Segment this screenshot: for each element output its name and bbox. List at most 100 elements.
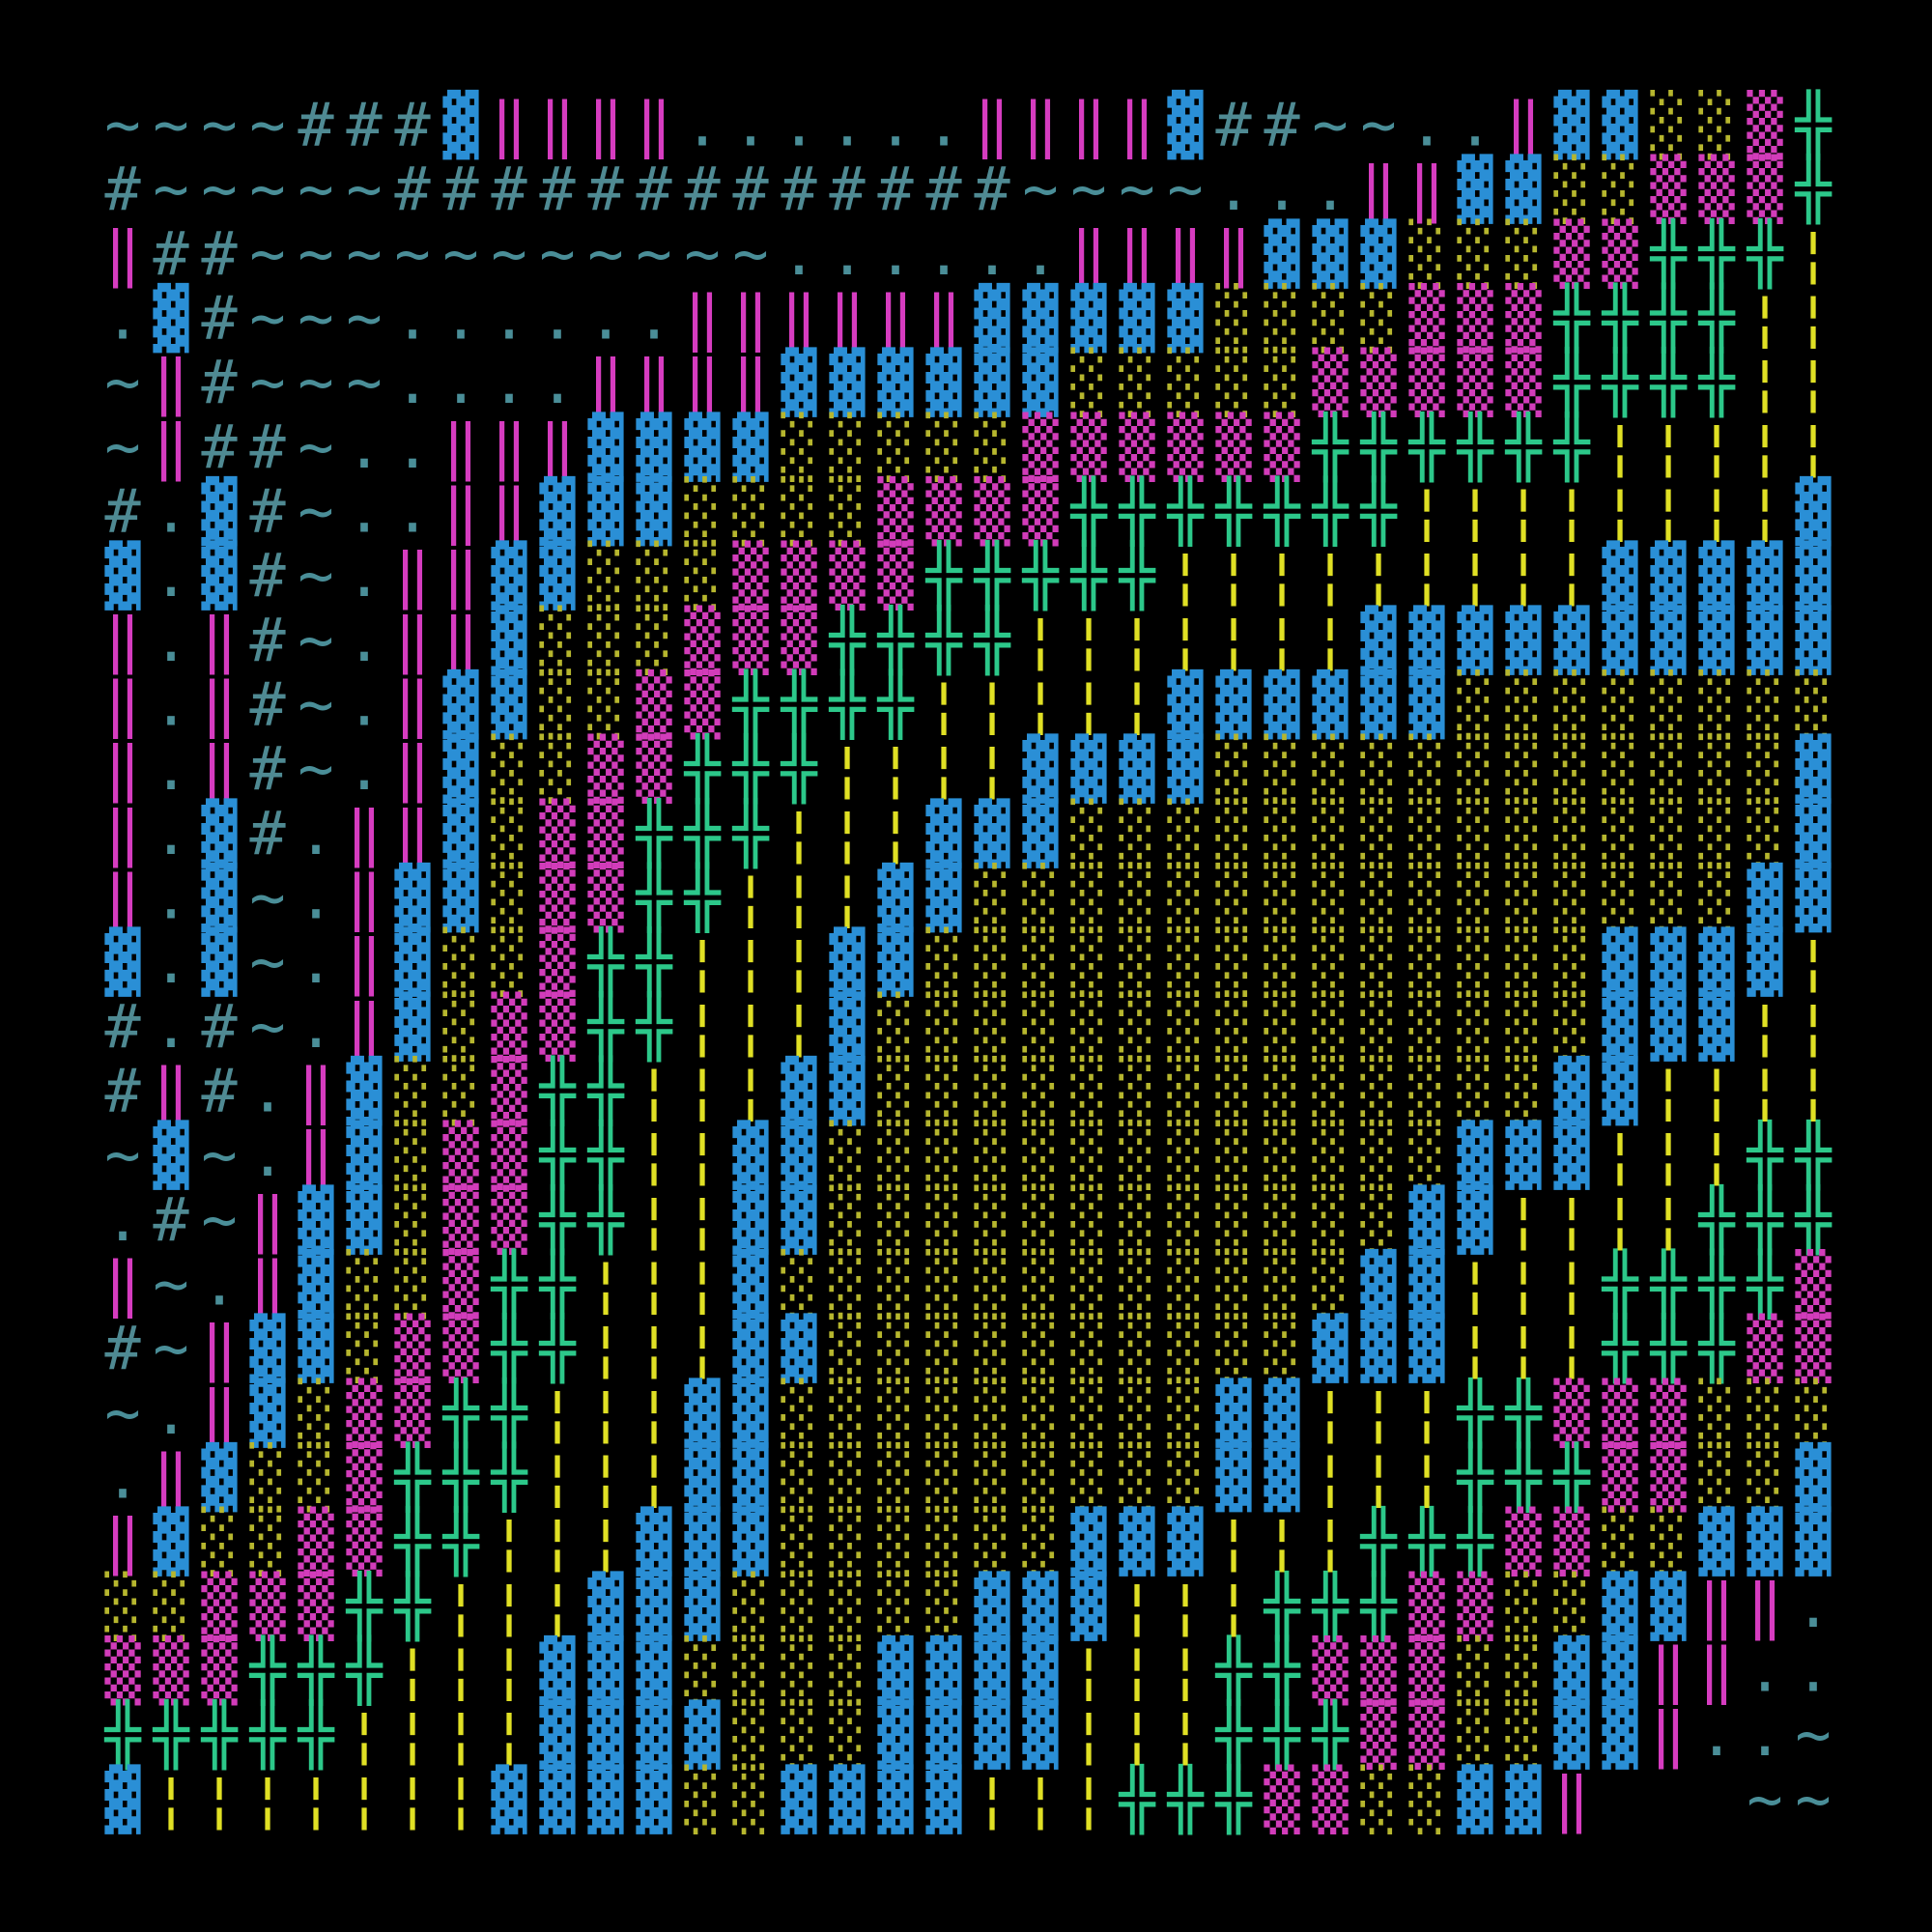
glyph-cell: ░ <box>1408 991 1444 1062</box>
glyph-cell: ░ <box>829 412 865 482</box>
glyph-cell: ¦ <box>1167 605 1203 675</box>
glyph-cell: ░ <box>1457 733 1492 804</box>
glyph-cell: ╬ <box>441 1440 479 1513</box>
glyph-cell: ░ <box>1264 1120 1299 1190</box>
glyph-cell: . <box>684 89 720 159</box>
glyph-cell: ‖ <box>829 282 865 354</box>
glyph-cell: . <box>346 668 382 739</box>
glyph-cell: ¦ <box>587 1506 623 1577</box>
glyph-cell: ░ <box>1457 798 1492 868</box>
glyph-cell: ¦ <box>732 1055 768 1125</box>
glyph-cell: ▓ <box>1022 1699 1059 1770</box>
glyph-cell: ▓ <box>925 1699 962 1770</box>
glyph-cell: ~ <box>104 412 140 482</box>
glyph-cell: ╬ <box>1263 1634 1300 1706</box>
glyph-cell: ╬ <box>538 1247 576 1320</box>
glyph-cell: ░ <box>781 412 816 482</box>
glyph-cell: ░ <box>1022 1184 1058 1255</box>
glyph-cell: . <box>153 1378 188 1448</box>
glyph-cell: ▓ <box>1215 668 1252 739</box>
glyph-cell: ▓ <box>1457 1764 1493 1834</box>
glyph-cell: ╬ <box>1166 474 1204 547</box>
glyph-cell: ¦ <box>1795 991 1831 1062</box>
glyph-cell: ░ <box>1360 1184 1396 1255</box>
glyph-cell: ¦ <box>636 1055 671 1125</box>
glyph-cell: ░ <box>1312 991 1348 1062</box>
glyph-cell: ╬ <box>924 604 962 676</box>
glyph-cell: ╬ <box>1649 217 1687 290</box>
glyph-cell: ░ <box>1457 862 1492 932</box>
glyph-cell: ░ <box>925 1055 961 1125</box>
glyph-cell: ▓ <box>732 1441 769 1512</box>
glyph-cell: . <box>104 1441 140 1512</box>
glyph-cell: ╬ <box>780 668 817 740</box>
glyph-cell: ‖ <box>1022 89 1058 160</box>
glyph-cell: ▓ <box>394 862 431 932</box>
glyph-cell: ▓ <box>636 475 672 546</box>
glyph-cell: ▓ <box>1795 1441 1832 1512</box>
glyph-cell: ▒ <box>974 475 1010 546</box>
glyph-cell: ▓ <box>877 1634 914 1705</box>
glyph-cell: . <box>1215 154 1251 224</box>
glyph-cell: ╬ <box>780 732 817 805</box>
glyph-cell: ¦ <box>1747 475 1782 546</box>
glyph-cell: ╬ <box>538 1183 576 1256</box>
glyph-cell: ░ <box>1698 1441 1734 1512</box>
glyph-cell: ¦ <box>1698 1055 1734 1125</box>
glyph-cell: ▓ <box>636 1506 672 1577</box>
glyph-cell: ░ <box>1167 1055 1203 1125</box>
glyph-cell: . <box>298 798 333 868</box>
glyph-cell: ░ <box>1553 1571 1589 1641</box>
glyph-cell: ‖ <box>1070 218 1106 290</box>
glyph-cell: ~ <box>249 926 285 997</box>
glyph-cell: ▓ <box>1698 1506 1735 1577</box>
glyph-cell: ¦ <box>1119 1634 1154 1705</box>
glyph-cell: ▓ <box>974 1634 1010 1705</box>
glyph-cell: ¦ <box>442 1699 478 1770</box>
glyph-cell: ~ <box>1795 1764 1831 1834</box>
glyph-cell: ¦ <box>1167 540 1203 611</box>
glyph-cell: ▒ <box>1795 1313 1832 1383</box>
glyph-cell: # <box>201 347 238 417</box>
glyph-cell: ░ <box>1408 218 1444 289</box>
glyph-cell: ░ <box>877 1506 913 1577</box>
glyph-cell: ░ <box>1312 862 1348 932</box>
glyph-cell: ░ <box>1698 733 1734 804</box>
glyph-cell: ‖ <box>298 1055 333 1126</box>
glyph-cell: . <box>298 991 333 1062</box>
glyph-cell: ░ <box>925 1441 961 1512</box>
glyph-cell: ░ <box>781 1441 816 1512</box>
glyph-cell: ░ <box>1553 991 1589 1062</box>
glyph-cell: ░ <box>829 1506 865 1577</box>
glyph-cell: ╬ <box>1214 1698 1252 1771</box>
glyph-cell: ¦ <box>1602 412 1637 482</box>
glyph-cell: ‖ <box>104 218 140 290</box>
glyph-cell: # <box>394 89 431 159</box>
glyph-cell: ░ <box>684 1764 720 1834</box>
glyph-cell: ╬ <box>490 1247 527 1320</box>
glyph-cell: . <box>877 89 913 159</box>
glyph-cell: ▓ <box>1167 282 1204 353</box>
glyph-cell: ░ <box>925 1120 961 1190</box>
glyph-cell: ¦ <box>298 1764 333 1834</box>
glyph-cell: ░ <box>1119 926 1154 997</box>
glyph-cell: . <box>201 1248 237 1319</box>
glyph-cell: ╬ <box>248 1698 286 1771</box>
glyph-cell: ░ <box>1698 668 1734 739</box>
glyph-cell: ‖ <box>877 282 913 354</box>
glyph-cell: ~ <box>298 347 333 417</box>
glyph-cell: ░ <box>1119 1184 1154 1255</box>
glyph-cell: ¦ <box>829 862 865 932</box>
glyph-cell: ╬ <box>1504 1440 1542 1513</box>
glyph-cell: ~ <box>201 154 237 224</box>
glyph-cell: ~ <box>1022 154 1058 224</box>
glyph-cell: . <box>153 991 188 1062</box>
glyph-cell: ▓ <box>974 347 1010 417</box>
glyph-cell: ~ <box>104 347 140 417</box>
glyph-cell: ▓ <box>1747 605 1783 675</box>
glyph-cell: ░ <box>1602 733 1637 804</box>
glyph-cell: . <box>925 89 961 159</box>
glyph-cell: ░ <box>1457 218 1492 289</box>
glyph-cell: ¦ <box>877 733 913 804</box>
glyph-cell: # <box>346 89 383 159</box>
